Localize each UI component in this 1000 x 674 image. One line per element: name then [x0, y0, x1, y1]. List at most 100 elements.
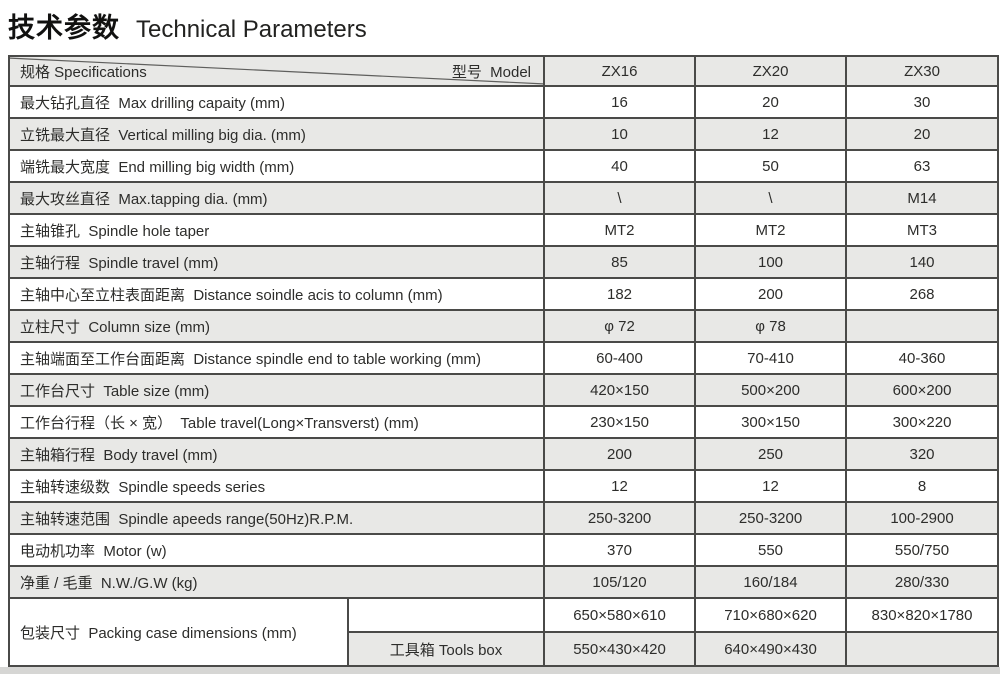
spec-value: 320 — [845, 437, 1000, 471]
spec-row: 最大钻孔直径 Max drilling capaity (mm) 16 20 30 — [7, 85, 1000, 119]
diagonal-divider-line — [10, 57, 543, 85]
spec-value: 8 — [845, 469, 1000, 503]
spec-value: 63 — [845, 149, 1000, 183]
spec-value: 16 — [543, 85, 697, 119]
spec-value: 50 — [694, 149, 848, 183]
spec-value: 30 — [845, 85, 1000, 119]
spec-value: 20 — [845, 117, 1000, 151]
spec-value: 250 — [694, 437, 848, 471]
spec-row-label: 主轴端面至工作台面距离 Distance spindle end to tabl… — [7, 341, 546, 375]
spec-value: \ — [694, 181, 848, 215]
spec-value: φ 72 — [543, 309, 697, 343]
packing-value: 830×820×1780 — [845, 597, 1000, 633]
packing-value: 640×490×430 — [694, 631, 848, 667]
spec-value: MT3 — [845, 213, 1000, 247]
spec-row: 主轴锥孔 Spindle hole taper MT2 MT2 MT3 — [7, 213, 1000, 247]
packing-value: 710×680×620 — [694, 597, 848, 633]
spec-value: 550/750 — [845, 533, 1000, 567]
spec-row-label: 最大攻丝直径 Max.tapping dia. (mm) — [7, 181, 546, 215]
spec-header-label: 规格 Specifications — [20, 63, 147, 81]
spec-model-header-cell: 规格 Specifications 型号 Model — [7, 55, 546, 87]
spec-value: 250-3200 — [694, 501, 848, 535]
spec-value: M14 — [845, 181, 1000, 215]
spec-value: 200 — [543, 437, 697, 471]
spec-row: 主轴转速范围 Spindle apeeds range(50Hz)R.P.M. 2… — [7, 501, 1000, 535]
spec-value: 300×220 — [845, 405, 1000, 439]
spec-row-label: 主轴转速范围 Spindle apeeds range(50Hz)R.P.M. — [7, 501, 546, 535]
packing-label-cell: 包装尺寸 Packing case dimensions (mm) — [8, 597, 349, 667]
packing-machine-sub-cell — [346, 597, 546, 633]
spec-value: MT2 — [543, 213, 697, 247]
spec-value: 100-2900 — [845, 501, 1000, 535]
page-title: 技术参数 Technical Parameters — [8, 6, 367, 45]
spec-value: 160/184 — [694, 565, 848, 599]
spec-value: 85 — [543, 245, 697, 279]
spec-row-label: 工作台尺寸 Table size (mm) — [7, 373, 546, 407]
model-column-zx20: ZX20 — [694, 55, 848, 87]
spec-row-label: 立铣最大直径 Vertical milling big dia. (mm) — [7, 117, 546, 151]
spec-value — [845, 309, 1000, 343]
model-column-zx30: ZX30 — [845, 55, 1000, 87]
tools-box-label: 工具箱 Tools box — [346, 631, 546, 667]
spec-row-label: 主轴箱行程 Body travel (mm) — [7, 437, 546, 471]
packing-value: 550×430×420 — [543, 631, 697, 667]
spec-value: 100 — [694, 245, 848, 279]
packing-row-machine: 包装尺寸 Packing case dimensions (mm) 650×58… — [8, 597, 1000, 667]
spec-row-label: 主轴转速级数 Spindle speeds series — [7, 469, 546, 503]
spec-value: 268 — [845, 277, 1000, 311]
spec-row: 主轴端面至工作台面距离 Distance spindle end to tabl… — [7, 341, 1000, 375]
packing-row-toolsbox: 工具箱 Tools box 550×430×420 640×490×430 — [9, 631, 1000, 667]
spec-value: 600×200 — [845, 373, 1000, 407]
spec-row-label: 最大钻孔直径 Max drilling capaity (mm) — [7, 85, 546, 119]
spec-row: 最大攻丝直径 Max.tapping dia. (mm) \ \ M14 — [7, 181, 1000, 215]
spec-value: 70-410 — [694, 341, 848, 375]
spec-row-label: 主轴锥孔 Spindle hole taper — [7, 213, 546, 247]
spec-row: 立柱尺寸 Column size (mm) φ 72 φ 78 — [7, 309, 1000, 343]
spec-value: 230×150 — [543, 405, 697, 439]
spec-row: 立铣最大直径 Vertical milling big dia. (mm) 10 1… — [7, 117, 1000, 151]
header-row: 规格 Specifications 型号 Model ZX16 ZX20 ZX3… — [7, 55, 1000, 87]
spec-row-label: 净重 / 毛重 N.W./G.W (kg) — [7, 565, 546, 599]
spec-value: 420×150 — [543, 373, 697, 407]
spec-value: 300×150 — [694, 405, 848, 439]
model-column-zx16: ZX16 — [543, 55, 697, 87]
spec-value: 12 — [543, 469, 697, 503]
spec-value: 12 — [694, 117, 848, 151]
spec-row: 净重 / 毛重 N.W./G.W (kg) 105/120 160/184 280/3… — [7, 565, 1000, 599]
spec-value: 10 — [543, 117, 697, 151]
spec-row: 工作台行程（长 × 宽） Table travel(Long×Transvers… — [7, 405, 1000, 439]
spec-value: 12 — [694, 469, 848, 503]
packing-value — [845, 631, 1000, 667]
spec-row: 主轴中心至立柱表面距离 Distance soindle acis to col… — [7, 277, 1000, 311]
page-title-en: Technical Parameters — [136, 16, 367, 43]
spec-value: MT2 — [694, 213, 848, 247]
spec-row: 主轴箱行程 Body travel (mm) 200 250 320 — [7, 437, 1000, 471]
page-bottom-strip — [0, 667, 1000, 674]
spec-value: 370 — [543, 533, 697, 567]
spec-value: 250-3200 — [543, 501, 697, 535]
spec-row: 电动机功率 Motor (w) 370 550 550/750 — [7, 533, 1000, 567]
spec-row-label: 主轴中心至立柱表面距离 Distance soindle acis to col… — [7, 277, 546, 311]
spec-row-label: 电动机功率 Motor (w) — [7, 533, 546, 567]
spec-value: 500×200 — [694, 373, 848, 407]
spec-row-label: 工作台行程（长 × 宽） Table travel(Long×Transvers… — [7, 405, 546, 439]
page-title-zh: 技术参数 — [8, 13, 120, 43]
spec-row: 主轴行程 Spindle travel (mm) 85 100 140 — [7, 245, 1000, 279]
spec-value: φ 78 — [694, 309, 848, 343]
spec-value: 60-400 — [543, 341, 697, 375]
spec-row-label: 主轴行程 Spindle travel (mm) — [7, 245, 546, 279]
spec-row: 工作台尺寸 Table size (mm) 420×150 500×200 600×2… — [7, 373, 1000, 407]
spec-value: \ — [543, 181, 697, 215]
spec-row: 主轴转速级数 Spindle speeds series 12 12 8 — [7, 469, 1000, 503]
spec-value: 105/120 — [543, 565, 697, 599]
spec-row: 端铣最大宽度 End milling big width (mm) 40 50 63 — [7, 149, 1000, 183]
spec-value: 40-360 — [845, 341, 1000, 375]
spec-row-label: 立柱尺寸 Column size (mm) — [7, 309, 546, 343]
packing-value: 650×580×610 — [543, 597, 697, 633]
technical-parameters-table: 规格 Specifications 型号 Model ZX16 ZX20 ZX3… — [7, 55, 1000, 667]
spec-value: 280/330 — [845, 565, 1000, 599]
spec-row-label: 端铣最大宽度 End milling big width (mm) — [7, 149, 546, 183]
spec-value: 40 — [543, 149, 697, 183]
spec-value: 182 — [543, 277, 697, 311]
spec-value: 550 — [694, 533, 848, 567]
